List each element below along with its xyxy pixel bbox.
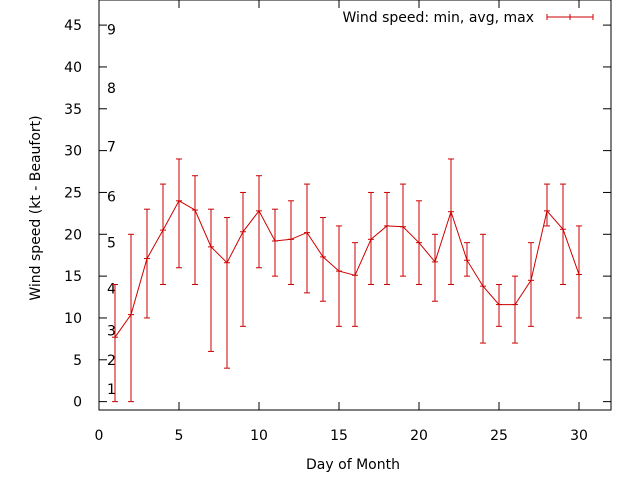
beaufort-scale-labels: 1 2 3 4 5 6 7 8 9 <box>107 22 116 398</box>
error-bar <box>208 208 214 352</box>
avg-point <box>448 208 454 215</box>
avg-point <box>544 207 550 214</box>
error-bar <box>128 233 134 403</box>
avg-point <box>480 283 486 290</box>
error-bar <box>304 183 310 294</box>
avg-point <box>160 227 166 234</box>
beaufort-label: 1 <box>107 382 116 398</box>
avg-point <box>528 277 534 284</box>
beaufort-label: 6 <box>107 190 116 206</box>
error-bar <box>400 183 406 277</box>
x-tick-label: 25 <box>490 428 508 444</box>
avg-point <box>128 311 134 318</box>
error-bar <box>240 191 246 327</box>
y-tick-label: 30 <box>64 144 82 160</box>
y-tick-label: 40 <box>64 60 82 76</box>
avg-point <box>256 207 262 214</box>
beaufort-label: 3 <box>107 324 116 340</box>
y-tick-label: 45 <box>64 18 82 34</box>
error-bar <box>544 183 550 227</box>
error-bar <box>192 175 198 285</box>
error-bar <box>528 242 534 327</box>
error-bar <box>384 191 390 285</box>
error-bar <box>352 242 358 327</box>
error-bar <box>560 183 566 285</box>
error-bar <box>448 158 454 285</box>
y-tick-labels: 0 5 10 15 20 25 30 35 40 45 <box>64 18 82 411</box>
avg-point <box>304 229 310 236</box>
avg-point <box>208 243 214 250</box>
avg-point <box>144 255 150 262</box>
error-bar <box>512 275 518 344</box>
avg-point <box>416 239 422 246</box>
avg-point <box>464 257 470 264</box>
avg-point <box>320 253 326 260</box>
error-bar <box>176 158 182 269</box>
error-bar <box>336 225 342 327</box>
avg-point <box>112 334 118 341</box>
error-bar <box>112 283 118 403</box>
min-max-error-bars <box>112 158 582 403</box>
x-tick-label: 15 <box>330 428 348 444</box>
x-tick-label: 0 <box>95 428 104 444</box>
error-bar <box>256 175 262 269</box>
avg-series-line <box>114 200 580 338</box>
legend-label: Wind speed: min, avg, max <box>342 10 534 26</box>
y-tick-label: 35 <box>64 102 82 118</box>
y-tick-label: 25 <box>64 185 82 201</box>
avg-point <box>576 271 582 278</box>
beaufort-label: 9 <box>107 22 116 38</box>
error-bar <box>432 233 438 302</box>
avg-point <box>400 223 406 230</box>
beaufort-label: 7 <box>107 139 116 155</box>
x-tick-label: 20 <box>410 428 428 444</box>
x-axis-label: Day of Month <box>306 457 400 473</box>
beaufort-label: 2 <box>107 353 116 369</box>
error-bar <box>288 200 294 285</box>
plot-frame <box>98 0 612 411</box>
error-bar <box>224 217 230 369</box>
avg-point <box>560 226 566 233</box>
y-tick-label: 5 <box>73 353 82 369</box>
avg-point <box>336 268 342 275</box>
avg-point <box>176 197 182 204</box>
y-tick-label: 20 <box>64 227 82 243</box>
x-tick-label: 30 <box>570 428 588 444</box>
y-tick-label: 10 <box>64 311 82 327</box>
avg-point <box>224 259 230 266</box>
error-bar <box>144 208 150 319</box>
beaufort-label: 5 <box>107 236 116 252</box>
avg-point <box>368 236 374 243</box>
avg-point <box>384 222 390 229</box>
y-tick-label: 15 <box>64 269 82 285</box>
avg-point <box>272 237 278 244</box>
beaufort-label: 4 <box>107 282 116 298</box>
x-tick-labels: 0 5 10 15 20 25 30 <box>95 428 588 444</box>
x-tick-label: 5 <box>175 428 184 444</box>
y-axis-label: Wind speed (kt - Beaufort) <box>28 115 44 300</box>
legend-sample-errorbar <box>546 14 594 20</box>
avg-point <box>288 236 294 243</box>
avg-point <box>240 228 246 235</box>
legend: Wind speed: min, avg, max <box>342 10 594 26</box>
avg-series-points <box>112 197 582 341</box>
avg-point <box>512 301 518 308</box>
x-tick-label: 10 <box>250 428 268 444</box>
axis-ticks <box>98 0 611 410</box>
avg-point <box>352 272 358 279</box>
beaufort-label: 8 <box>107 81 116 97</box>
error-bar <box>160 183 166 285</box>
avg-point <box>192 207 198 214</box>
avg-point <box>496 301 502 308</box>
avg-point <box>432 258 438 265</box>
y-tick-label: 0 <box>73 395 82 411</box>
